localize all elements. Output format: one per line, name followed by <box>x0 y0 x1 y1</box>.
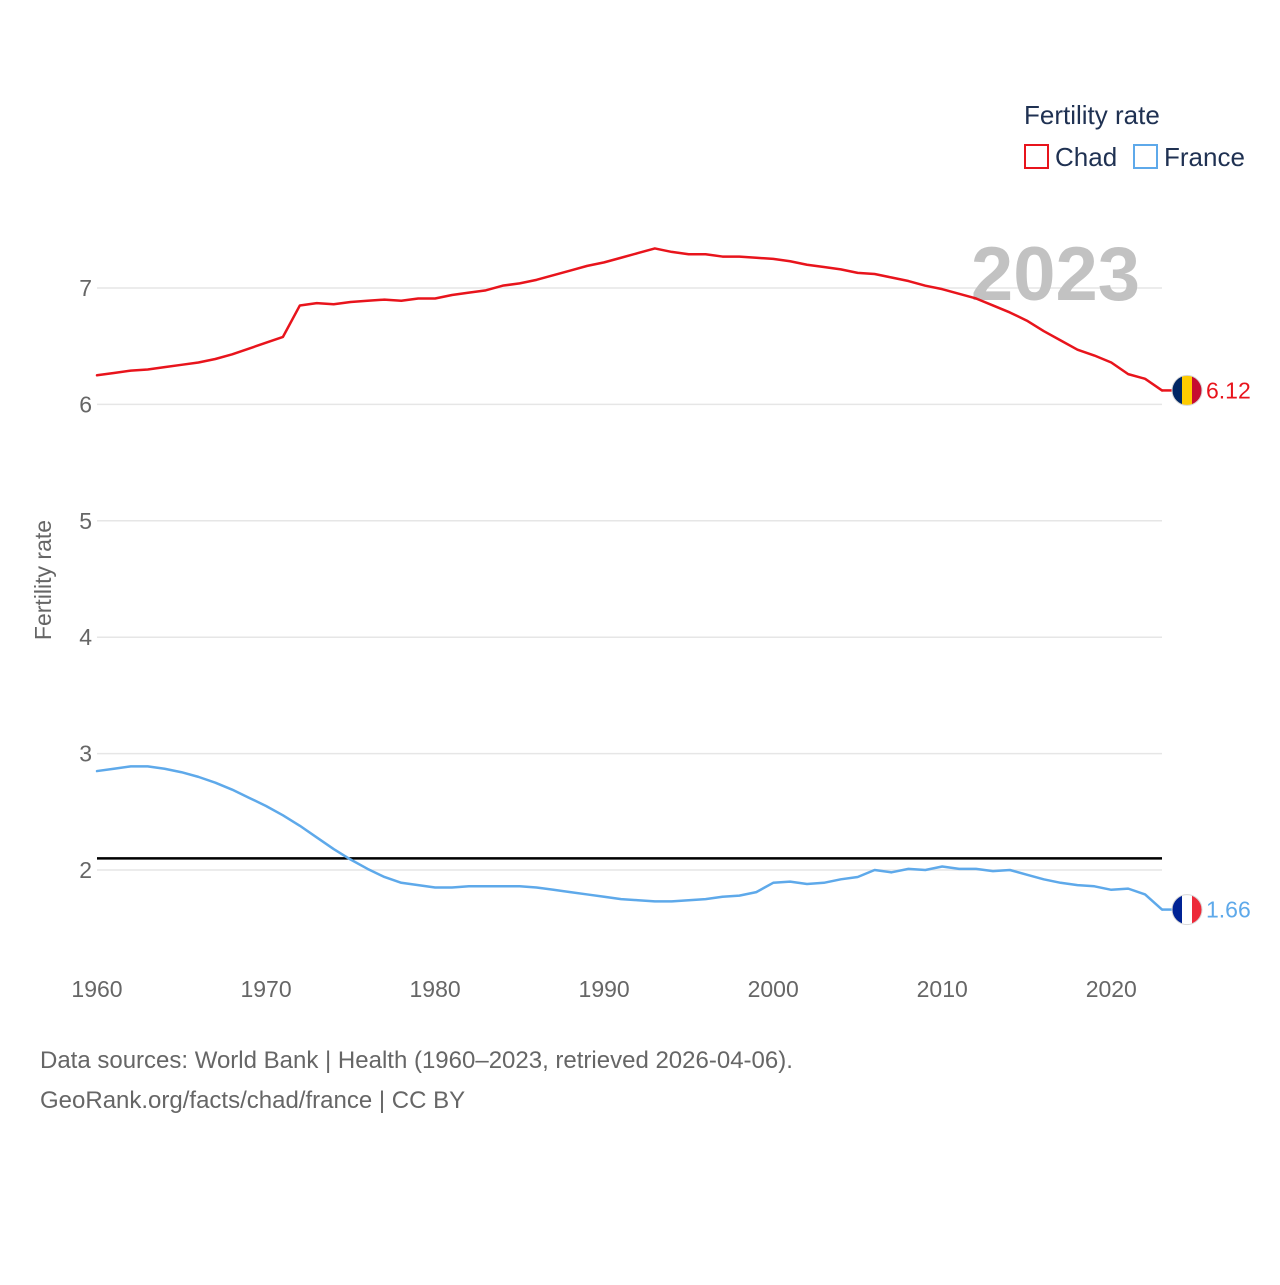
y-tick-label-4: 4 <box>79 624 92 650</box>
france-flag-icon <box>1171 894 1203 926</box>
end-markers: 6.12 1.66 <box>1162 374 1251 926</box>
legend-label-france: France <box>1164 142 1245 172</box>
y-tick-label-3: 3 <box>79 741 92 767</box>
y-axis-title: Fertility rate <box>30 520 56 640</box>
y-tick-label-6: 6 <box>79 391 92 417</box>
legend-item-chad[interactable]: Chad <box>1024 142 1117 172</box>
end-value-label-france: 1.66 <box>1206 897 1251 923</box>
x-tick-label-2020: 2020 <box>1086 976 1137 1002</box>
x-tick-label-1980: 1980 <box>410 976 461 1002</box>
footer-sources: Data sources: World Bank | Health (1960–… <box>40 1047 793 1074</box>
x-tick-label-1970: 1970 <box>240 976 291 1002</box>
end-value-label-chad: 6.12 <box>1206 377 1251 403</box>
legend-swatch-france <box>1133 144 1158 169</box>
y-tick-label-7: 7 <box>79 275 92 301</box>
x-tick-label-1990: 1990 <box>579 976 630 1002</box>
series-line-france[interactable] <box>95 765 1164 911</box>
footer: Data sources: World Bank | Health (1960–… <box>40 1047 793 1114</box>
x-tick-label-2010: 2010 <box>917 976 968 1002</box>
x-axis-ticks: 1960 1970 1980 1990 2000 2010 2020 <box>71 976 1136 1002</box>
y-axis-ticks: 2 3 4 5 6 7 <box>79 275 92 883</box>
legend-label-chad: Chad <box>1055 142 1117 172</box>
gridlines <box>97 287 1162 871</box>
legend-swatch-chad <box>1024 144 1049 169</box>
year-watermark: 2023 <box>971 232 1140 317</box>
x-tick-label-2000: 2000 <box>748 976 799 1002</box>
legend: Fertility rate Chad France <box>1024 100 1245 172</box>
series-line-chad[interactable] <box>95 247 1164 392</box>
series-lines <box>95 247 1164 911</box>
x-tick-label-1960: 1960 <box>71 976 122 1002</box>
legend-item-france[interactable]: France <box>1133 142 1245 172</box>
y-tick-label-5: 5 <box>79 508 92 534</box>
y-tick-label-2: 2 <box>79 857 92 883</box>
footer-attribution[interactable]: GeoRank.org/facts/chad/france | CC BY <box>40 1087 465 1114</box>
legend-title: Fertility rate <box>1024 100 1160 130</box>
chad-flag-icon <box>1171 374 1203 406</box>
